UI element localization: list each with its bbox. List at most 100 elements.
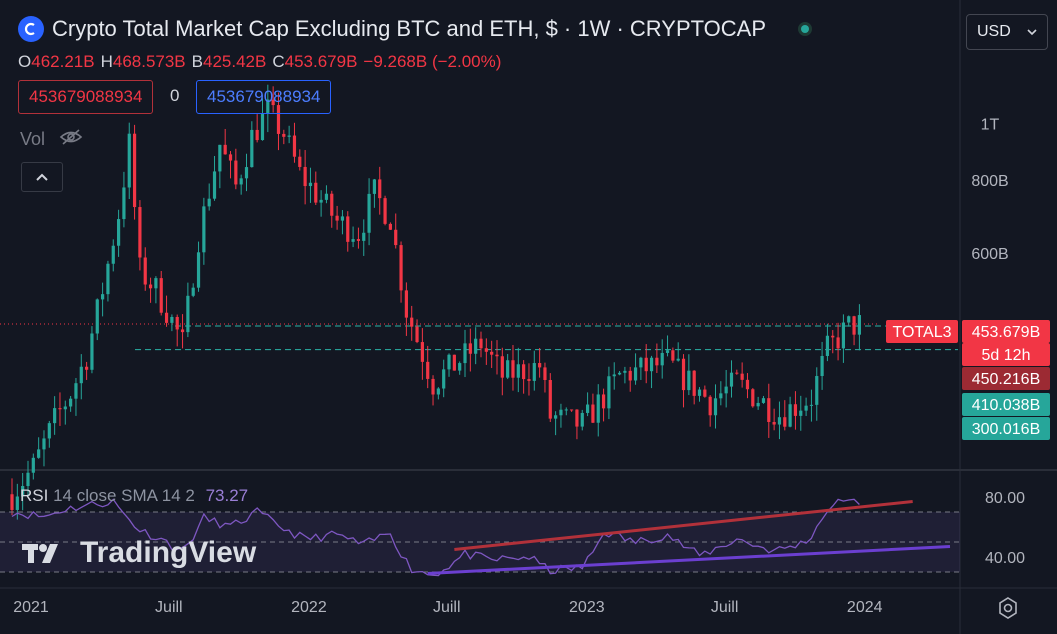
chart-header: Crypto Total Market Cap Excluding BTC an…: [18, 16, 813, 42]
candle-body: [394, 229, 398, 246]
rsi-label[interactable]: RSI: [20, 486, 49, 505]
candle-body: [138, 207, 142, 258]
candle-body: [591, 404, 595, 423]
candle-body: [506, 360, 510, 378]
ohlc-key: C: [272, 52, 285, 71]
candle-body: [372, 179, 377, 194]
candle-body: [767, 398, 771, 422]
value-box-left[interactable]: 453679088934: [18, 80, 154, 114]
candle-body: [633, 367, 638, 381]
candle-body: [548, 380, 552, 419]
candle-body: [820, 355, 824, 377]
candle-body: [799, 410, 803, 416]
value-box-right[interactable]: 453679088934: [196, 80, 332, 114]
candle-body: [324, 193, 329, 200]
time-tick-label: Juill: [711, 599, 739, 616]
time-tick-label: 2021: [13, 599, 49, 616]
candle-body: [735, 372, 739, 374]
candle-body: [559, 409, 563, 416]
candle-body: [154, 278, 158, 289]
level-label-450: 450.216B: [972, 371, 1041, 388]
candle-body: [47, 423, 51, 439]
hidden-eye-icon[interactable]: [59, 128, 83, 151]
candle-body: [239, 178, 243, 185]
candle-body: [729, 372, 734, 387]
level-label-450-bg: [962, 367, 1050, 390]
candle-body: [708, 396, 712, 416]
currency-value: USD: [977, 23, 1011, 40]
symbol-title[interactable]: Crypto Total Market Cap Excluding BTC an…: [52, 16, 767, 41]
candle-body: [276, 105, 281, 134]
candle-body: [751, 389, 755, 407]
rsi-tick-label: 40.00: [985, 550, 1025, 567]
candle-body: [585, 404, 590, 413]
candle-body: [143, 257, 147, 285]
candle-body: [180, 329, 185, 333]
ohlc-legend: O462.21B H468.573B B425.42B C453.679B −9.268…: [18, 52, 507, 72]
candle-body: [857, 315, 861, 335]
candle-body: [106, 263, 110, 295]
candle-body: [346, 216, 350, 242]
rsi-trendline-top: [454, 500, 913, 551]
candle-body: [287, 135, 291, 137]
candle-body: [628, 370, 632, 381]
candle-body: [580, 412, 584, 427]
candle-body: [175, 316, 179, 330]
candle-body: [436, 388, 440, 395]
candle-body: [212, 171, 217, 199]
candle-body: [761, 398, 766, 403]
candle-body: [660, 352, 664, 366]
candle-body: [644, 357, 648, 372]
ohlc-key: H: [100, 52, 113, 71]
symbol-price-label: TOTAL3: [893, 324, 952, 341]
candle-body: [218, 144, 222, 172]
candle-body: [164, 312, 169, 323]
candle-body: [223, 144, 227, 155]
currency-select[interactable]: USD: [966, 14, 1048, 50]
candle-body: [330, 193, 334, 216]
candle-body: [516, 364, 520, 378]
candle-body: [196, 252, 201, 288]
candle-body: [378, 179, 382, 199]
candle-body: [282, 133, 286, 137]
market-status-icon[interactable]: [798, 22, 813, 36]
candle-body: [383, 198, 387, 224]
candle-body: [777, 417, 782, 425]
candle-body: [31, 457, 35, 473]
candle-body: [170, 316, 174, 323]
candle-body: [415, 326, 419, 343]
candle-body: [74, 383, 78, 399]
value-box-mid: 0: [170, 86, 180, 105]
tradingview-logo-icon: [22, 544, 58, 563]
candle-body: [554, 415, 558, 419]
candle-body: [42, 438, 46, 450]
candle-body: [410, 317, 414, 327]
candle-body: [463, 343, 467, 364]
candle-body: [298, 156, 302, 167]
level-label-410: 410.038B: [972, 397, 1041, 414]
candle-body: [58, 408, 62, 410]
candle-body: [804, 405, 808, 411]
chevron-down-icon: [1027, 29, 1037, 36]
candle-body: [793, 404, 798, 416]
candle-body: [308, 182, 313, 187]
collapse-legend-button[interactable]: [21, 162, 63, 192]
time-tick-label: Juill: [433, 599, 461, 616]
settings-gear-icon[interactable]: [996, 596, 1020, 620]
candle-body: [186, 295, 190, 333]
candle-body: [490, 351, 494, 355]
time-tick-label: 2022: [291, 599, 327, 616]
candle-body: [69, 398, 73, 407]
candle-body: [756, 402, 760, 407]
candle-body: [111, 245, 115, 264]
candle-body: [228, 154, 233, 161]
ohlc-value: 468.573B: [112, 52, 186, 71]
candle-body: [809, 404, 814, 406]
candle-body: [159, 278, 163, 313]
candle-body: [63, 406, 67, 410]
candle-body: [575, 409, 579, 427]
candle-body: [687, 370, 691, 391]
ohlc-key: B: [191, 52, 203, 71]
candle-body: [452, 354, 456, 371]
